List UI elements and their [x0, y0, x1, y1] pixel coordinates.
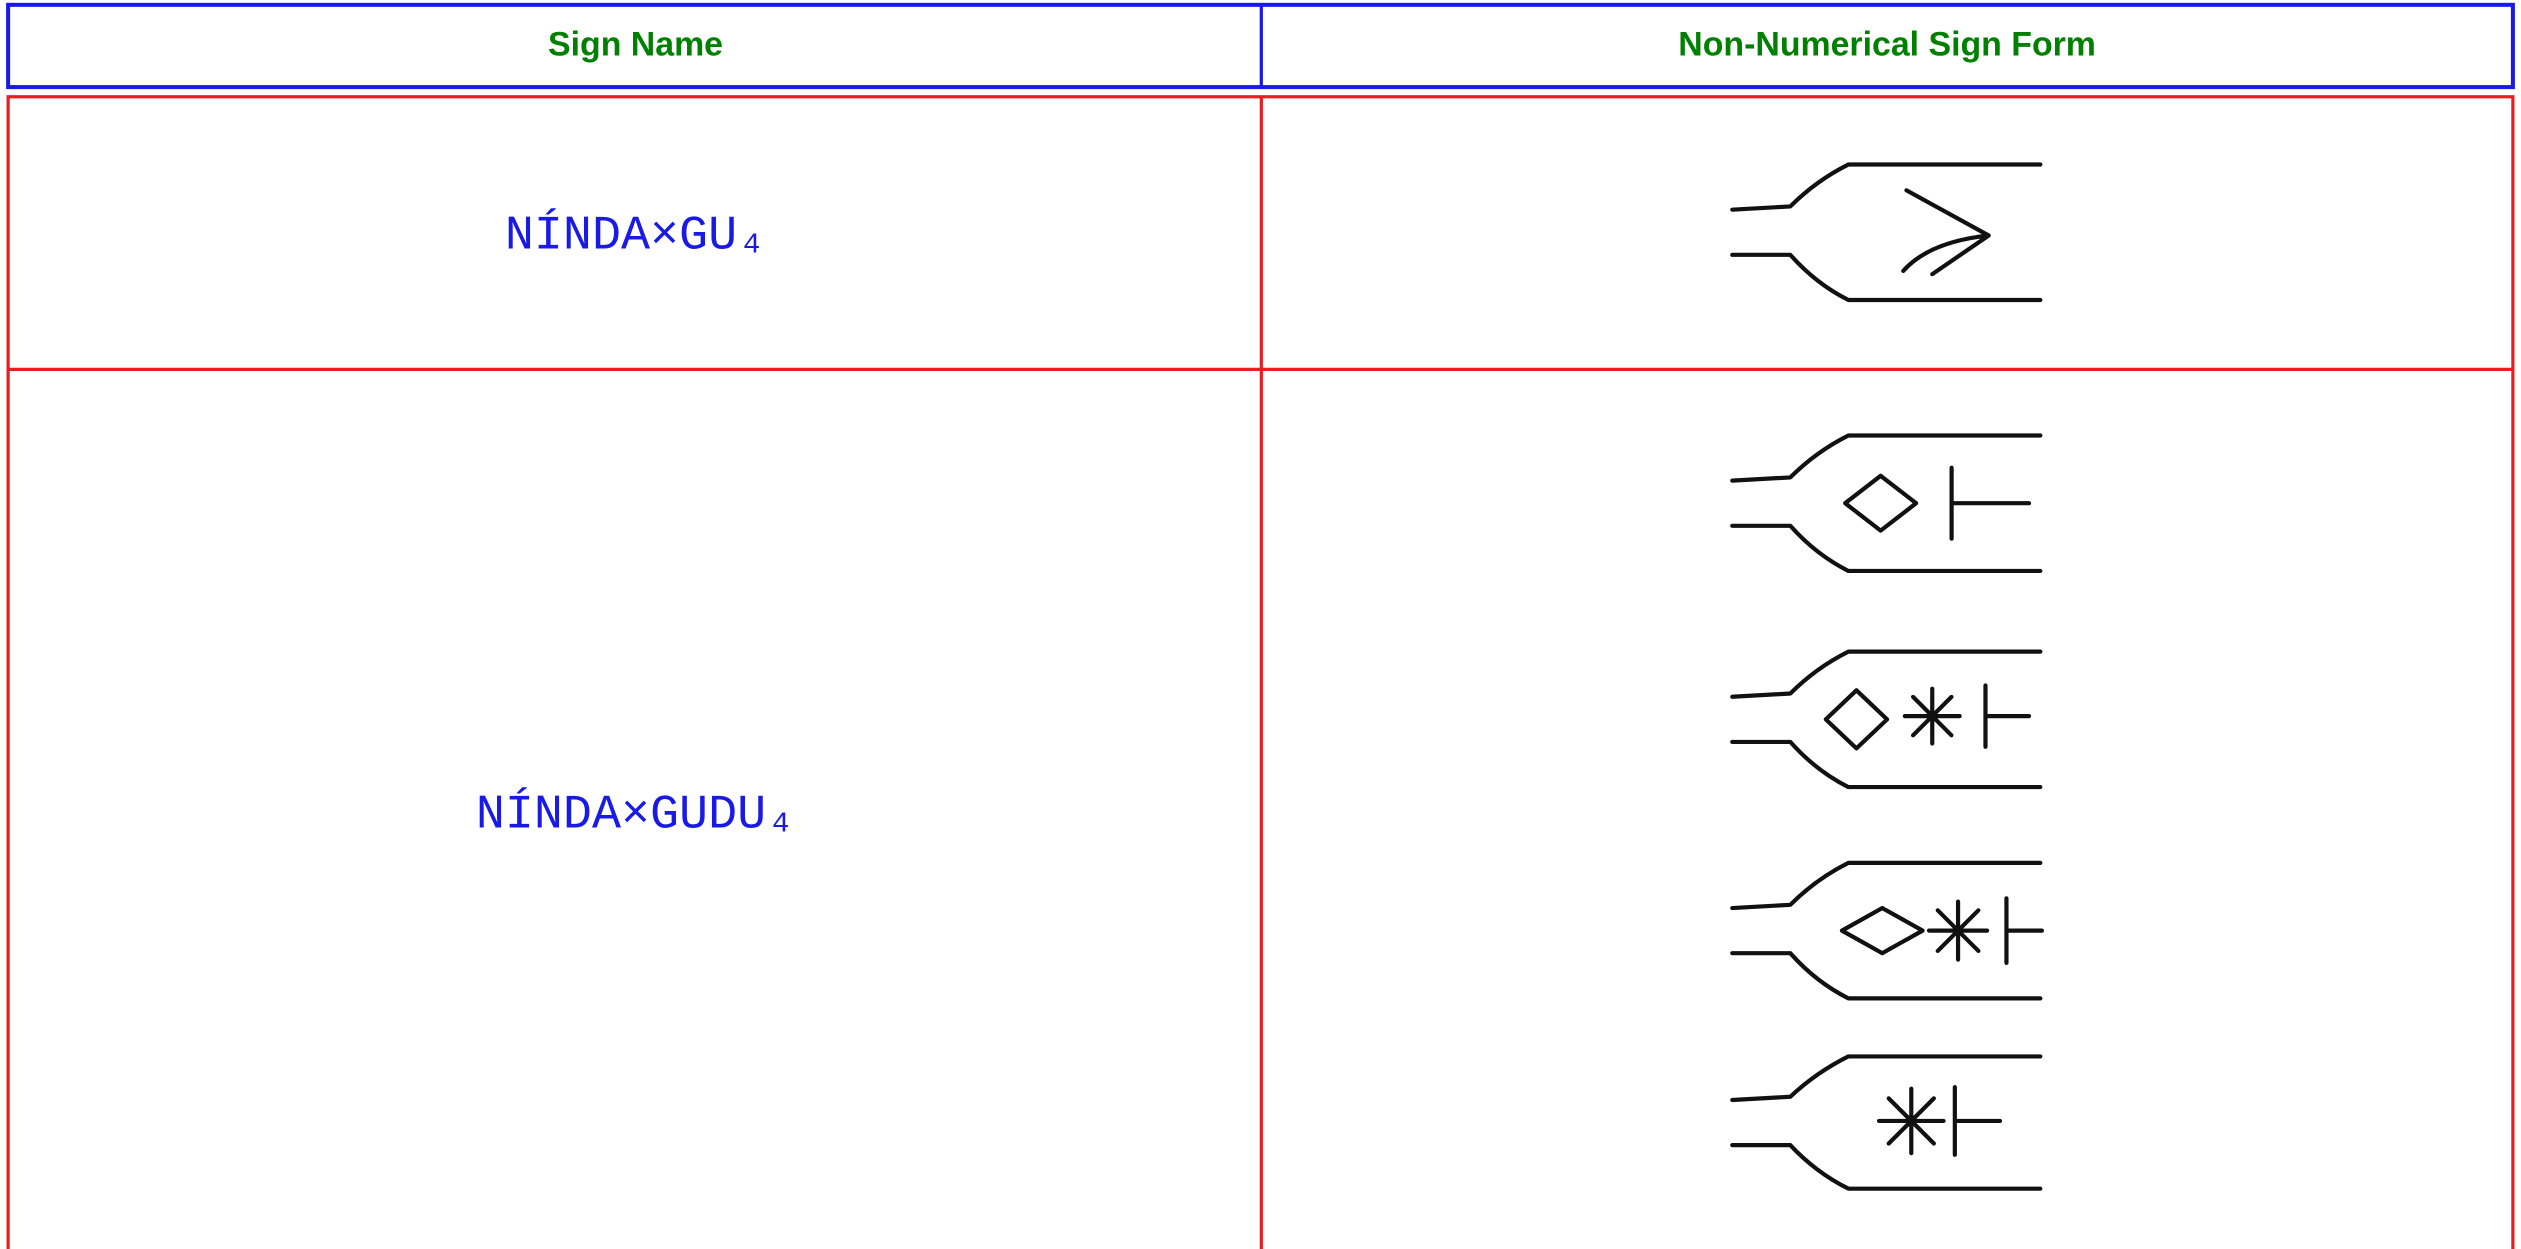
tee [1983, 683, 2032, 749]
frame-top [1730, 433, 2043, 483]
tee [2004, 896, 2045, 965]
frame-top [1730, 162, 2043, 212]
diamond [1823, 688, 1890, 751]
sign-name: NÍNDA×GUDU₄ [476, 787, 795, 842]
sign-name: NÍNDA×GU₄ [505, 208, 766, 263]
header-cell: Non-Numerical Sign Form [1678, 26, 2096, 64]
star [1926, 899, 1990, 962]
frame-bottom [1730, 951, 2043, 1001]
sign-forms [1730, 162, 2045, 1191]
frame-top [1730, 1054, 2043, 1103]
frame-top [1730, 649, 2043, 699]
star [1876, 1086, 1946, 1156]
star [1902, 686, 1962, 746]
frame-bottom [1730, 252, 2043, 303]
tee [1949, 465, 2032, 541]
frame-top [1730, 860, 2043, 911]
diamond [1843, 473, 1919, 533]
diamond [1839, 905, 1925, 956]
frame-bottom [1730, 523, 2043, 574]
frame-bottom [1730, 739, 2043, 790]
tee [1952, 1084, 2003, 1157]
gu4 [1901, 188, 1991, 277]
header-cell: Sign Name [548, 26, 723, 64]
frame-bottom [1730, 1143, 2043, 1191]
